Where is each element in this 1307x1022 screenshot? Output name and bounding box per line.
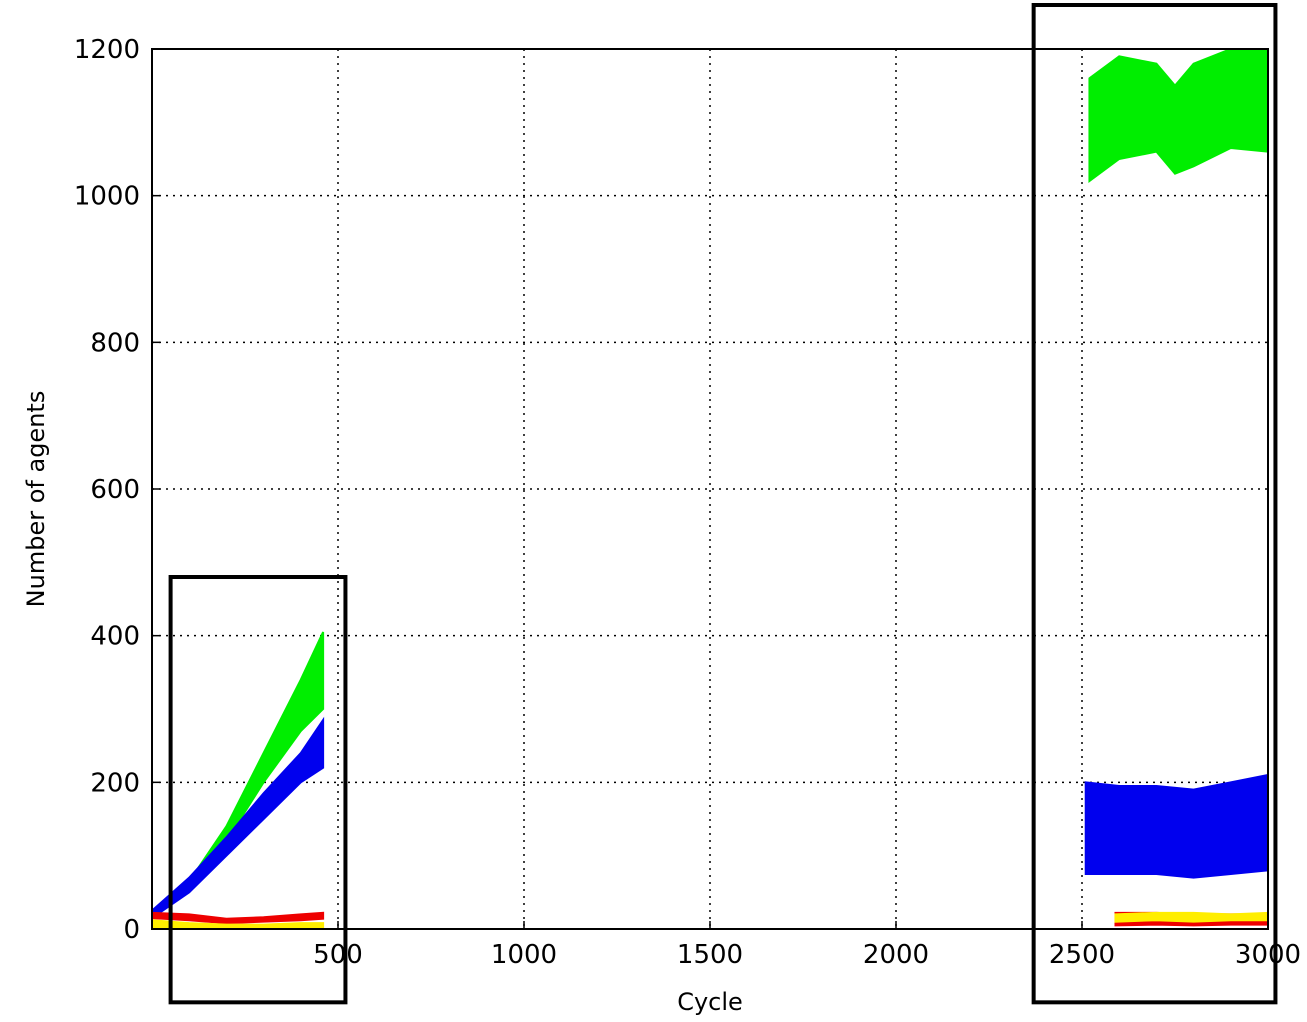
y-tick-label: 0: [123, 915, 140, 945]
y-tick-label: 800: [90, 328, 140, 358]
x-tick-label: 500: [313, 940, 363, 970]
x-axis-label: Cycle: [677, 988, 743, 1016]
series-0-band-1: [1088, 48, 1269, 183]
series-2-band-0: [151, 911, 325, 925]
x-tick-label: 2500: [1049, 940, 1115, 970]
y-tick-label: 1000: [74, 182, 140, 212]
highlight-box-layer: [168, 3, 1278, 1005]
y-tick-label: 1200: [74, 35, 140, 65]
y-axis-label: Number of agents: [22, 391, 50, 608]
highlight-box-1: [1031, 3, 1278, 1005]
x-tick-label: 1000: [491, 940, 557, 970]
series-1-band-1: [1084, 773, 1269, 879]
y-tick-label: 400: [90, 622, 140, 652]
x-tick-label: 2000: [863, 940, 929, 970]
y-tick-label: 600: [90, 475, 140, 505]
tick-layer: 500 1000 1500 2000 2500 3000 0 200 400 600 800 1000…: [74, 35, 1301, 970]
y-tick-label: 200: [90, 768, 140, 798]
highlight-box-0: [168, 575, 348, 1005]
x-tick-label: 1500: [677, 940, 743, 970]
series-3-band-0: [151, 919, 325, 929]
series-3-band-1: [1114, 911, 1269, 923]
series-layer: [151, 48, 1269, 929]
x-tick-label: 3000: [1235, 940, 1301, 970]
